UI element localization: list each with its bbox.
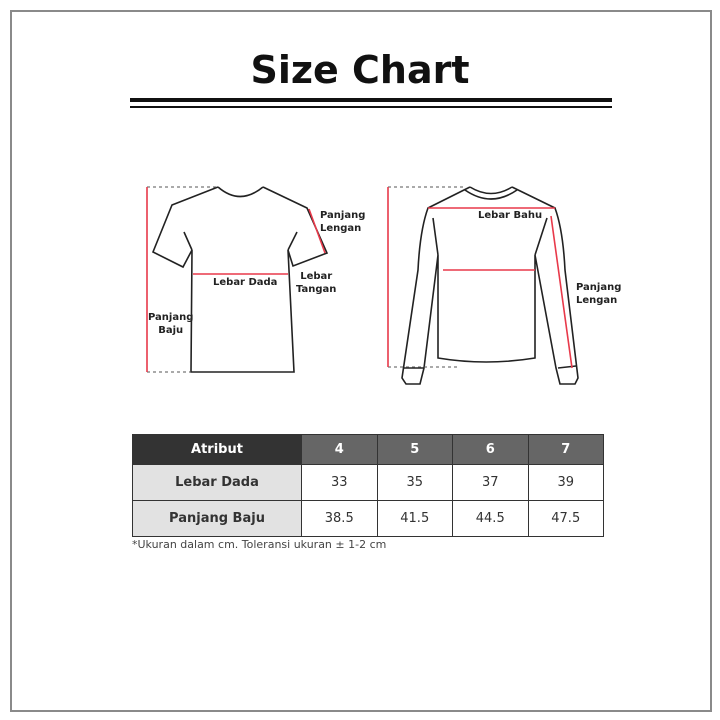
title-rule-thick xyxy=(130,98,612,102)
cell: 47.5 xyxy=(527,500,604,537)
header-attribute: Atribut xyxy=(132,434,302,465)
cell: 44.5 xyxy=(452,500,529,537)
tshirt-measure-lines xyxy=(146,186,326,373)
cell: 35 xyxy=(376,464,453,501)
tshirt-sleeve-length-label: Panjang Lengan xyxy=(320,210,366,234)
size-table: Atribut 4 5 6 7 Lebar Dada 33 35 37 39 P… xyxy=(132,434,604,537)
longsleeve-illustration xyxy=(401,186,579,385)
outer-frame xyxy=(10,10,712,712)
tshirt-body-length-label: Panjang Baju xyxy=(148,312,194,336)
table-header-row: Atribut 4 5 6 7 xyxy=(132,434,604,465)
cell: 33 xyxy=(301,464,378,501)
tshirt-chest-label: Lebar Dada xyxy=(213,277,278,288)
tshirt-illustration xyxy=(151,186,329,373)
cell: 38.5 xyxy=(301,500,378,537)
tshirt-sleeve-width-label: Lebar Tangan xyxy=(296,271,337,295)
sleeve-line xyxy=(308,208,326,254)
header-size: 5 xyxy=(376,434,453,465)
longsleeve-measure-lines xyxy=(387,186,573,369)
table-row: Panjang Baju 38.5 41.5 44.5 47.5 xyxy=(132,500,604,537)
longsleeve-sleeve-length-label: Panjang Lengan xyxy=(576,282,622,306)
cell: 37 xyxy=(452,464,529,501)
row-label: Panjang Baju xyxy=(132,500,302,537)
header-size: 7 xyxy=(527,434,604,465)
table-row: Lebar Dada 33 35 37 39 xyxy=(132,464,604,501)
header-size: 6 xyxy=(452,434,529,465)
cell: 41.5 xyxy=(376,500,453,537)
page-title: Size Chart xyxy=(250,48,470,92)
size-note: *Ukuran dalam cm. Toleransi ukuran ± 1-2… xyxy=(132,538,387,551)
sleeve-line xyxy=(550,215,573,369)
header-size: 4 xyxy=(301,434,378,465)
longsleeve-shoulder-label: Lebar Bahu xyxy=(478,210,543,221)
title-rule-thin xyxy=(130,106,612,108)
cell: 39 xyxy=(527,464,604,501)
row-label: Lebar Dada xyxy=(132,464,302,501)
